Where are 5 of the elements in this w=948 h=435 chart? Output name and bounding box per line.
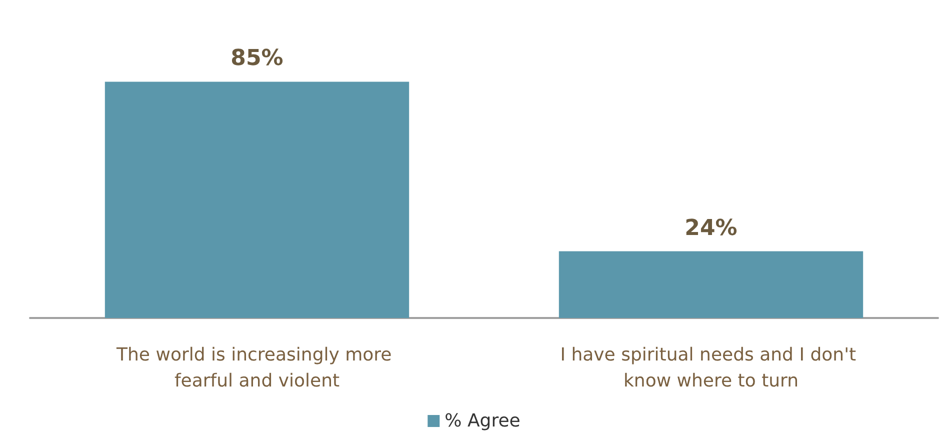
x-tick-label: I have spiritual needs and I don't know where to turn xyxy=(560,344,862,392)
data-label: 85% xyxy=(230,46,284,72)
legend-label: % Agree xyxy=(444,410,520,432)
x-tick-label: The world is increasingly more fearful and violent xyxy=(116,344,398,392)
data-label: 24% xyxy=(684,216,738,241)
